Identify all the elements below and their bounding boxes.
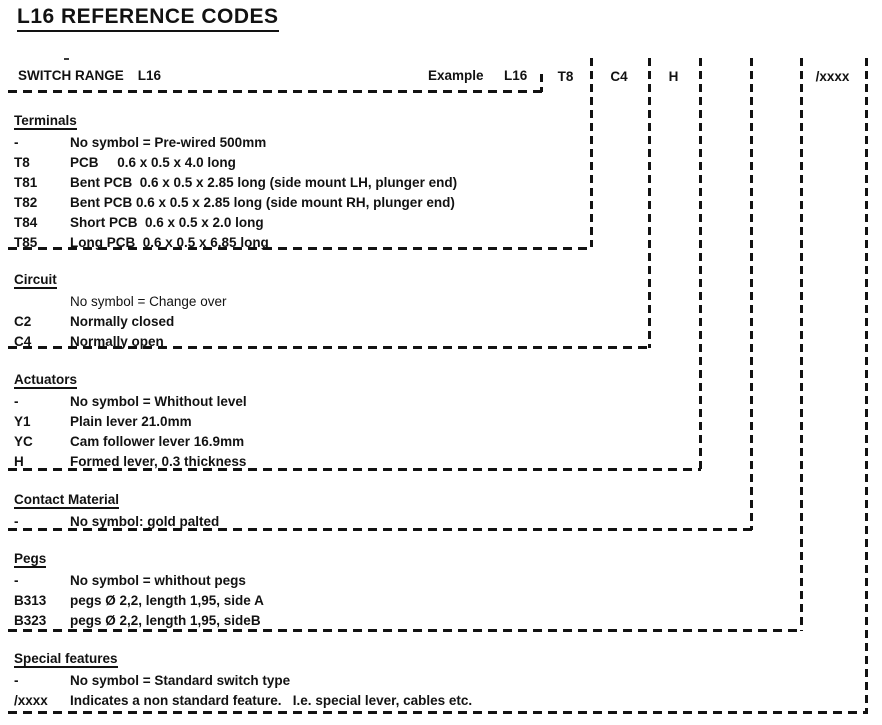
- description-cell: Normally closed: [70, 314, 175, 329]
- table-row: Y1 Plain lever 21.0mm: [14, 412, 247, 432]
- description-cell: No symbol = whithout pegs: [70, 573, 246, 588]
- example-code-value: L16: [504, 68, 528, 83]
- example-code-special: /xxxx: [815, 69, 850, 84]
- section-title: Circuit: [14, 272, 57, 289]
- example-code-terminals: T8: [557, 69, 574, 84]
- code-cell: B313: [14, 593, 47, 608]
- code-cell: T8: [14, 155, 30, 170]
- table-row: - No symbol = Pre-wired 500mm: [14, 133, 457, 153]
- table-row: - No symbol = Whithout level: [14, 392, 247, 412]
- description-cell: No symbol = Standard switch type: [70, 673, 291, 688]
- table-row: B323 pegs Ø 2,2, length 1,95, sideB: [14, 611, 264, 631]
- description-cell: Cam follower lever 16.9mm: [70, 434, 245, 449]
- connector-horizontal-terminals: [8, 247, 592, 250]
- table-row: H Formed lever, 0.3 thickness: [14, 452, 247, 472]
- description-cell: Long PCB 0.6 x 0.5 x 6.85 long: [70, 235, 269, 250]
- connector-vertical-terminals: [590, 58, 593, 247]
- table-row: C2 Normally closed: [14, 312, 226, 332]
- section-special-features: Special features - No symbol = Standard s…: [14, 651, 472, 711]
- connector-vertical-circuit: [648, 58, 651, 348]
- section-actuators: Actuators - No symbol = Whithout level Y1…: [14, 372, 247, 472]
- code-cell: C4: [14, 334, 32, 349]
- connector-horizontal-special: [8, 711, 867, 714]
- code-cell: -: [14, 394, 19, 409]
- code-cell: T81: [14, 175, 38, 190]
- code-cell: -: [14, 573, 19, 588]
- table-row: T81 Bent PCB 0.6 x 0.5 x 2.85 long (side …: [14, 173, 457, 193]
- connector-horizontal-actuators: [8, 468, 701, 471]
- connector-horizontal-pegs: [8, 629, 802, 632]
- section-circuit: Circuit No symbol = Change over C2 Normal…: [14, 272, 226, 352]
- table-row: T85 Long PCB 0.6 x 0.5 x 6.85 long: [14, 233, 457, 253]
- description-cell: Normally open: [70, 334, 164, 349]
- section-contact-material: Contact Material - No symbol: gold palted: [14, 492, 219, 532]
- description-cell: No symbol = Change over: [70, 294, 227, 309]
- scan-artifact: [64, 58, 69, 60]
- description-cell: No symbol = Whithout level: [70, 394, 247, 409]
- description-cell: No symbol = Pre-wired 500mm: [70, 135, 267, 150]
- table-row: No symbol = Change over: [14, 292, 226, 312]
- code-cell: -: [14, 514, 19, 529]
- example-label: Example: [428, 68, 484, 83]
- example-code-pegs: [750, 68, 800, 85]
- section-title: Terminals: [14, 113, 77, 130]
- switch-range-row: SWITCH RANGE L16: [18, 68, 161, 83]
- table-row: T84 Short PCB 0.6 x 0.5 x 2.0 long: [14, 213, 457, 233]
- table-row: T82 Bent PCB 0.6 x 0.5 x 2.85 long (side …: [14, 193, 457, 213]
- code-cell: T85: [14, 235, 38, 250]
- switch-range-label: SWITCH RANGE: [18, 68, 124, 83]
- section-terminals: Terminals - No symbol = Pre-wired 500mm T…: [14, 113, 457, 253]
- code-cell: T84: [14, 215, 38, 230]
- description-cell: Short PCB 0.6 x 0.5 x 2.0 long: [70, 215, 264, 230]
- connector-vertical-pegs: [800, 58, 803, 631]
- table-row: - No symbol: gold palted: [14, 512, 219, 532]
- example-code-circuit: C4: [610, 69, 628, 84]
- connector-vertical-example: [540, 74, 543, 92]
- table-row: YC Cam follower lever 16.9mm: [14, 432, 247, 452]
- table-row: - No symbol = whithout pegs: [14, 571, 264, 591]
- table-row: /xxxx Indicates a non standard feature. I…: [14, 691, 472, 711]
- code-cell: [14, 292, 70, 312]
- description-cell: PCB 0.6 x 0.5 x 4.0 long: [70, 155, 236, 170]
- section-pegs: Pegs - No symbol = whithout pegs B313 pegs…: [14, 551, 264, 631]
- table-row: - No symbol = Standard switch type: [14, 671, 472, 691]
- description-cell: Formed lever, 0.3 thickness: [70, 454, 247, 469]
- connector-vertical-contact-material: [750, 58, 753, 530]
- connector-vertical-special: [865, 58, 868, 714]
- description-cell: pegs Ø 2,2, length 1,95, sideB: [70, 613, 261, 628]
- description-cell: pegs Ø 2,2, length 1,95, side A: [70, 593, 264, 608]
- code-cell: /xxxx: [14, 693, 48, 708]
- table-row: B313 pegs Ø 2,2, length 1,95, side A: [14, 591, 264, 611]
- code-cell: Y1: [14, 414, 31, 429]
- code-cell: -: [14, 673, 19, 688]
- description-cell: Indicates a non standard feature. I.e. s…: [70, 693, 473, 708]
- switch-range-value: L16: [137, 68, 162, 83]
- section-title: Contact Material: [14, 492, 120, 509]
- connector-horizontal-contact-material: [8, 528, 752, 531]
- connector-horizontal-circuit: [8, 346, 650, 349]
- code-cell: H: [14, 454, 24, 469]
- description-cell: Bent PCB 0.6 x 0.5 x 2.85 long (side mou…: [70, 195, 455, 210]
- description-cell: Plain lever 21.0mm: [70, 414, 192, 429]
- description-cell: Bent PCB 0.6 x 0.5 x 2.85 long (side mou…: [70, 175, 458, 190]
- section-title: Actuators: [14, 372, 78, 389]
- connector-horizontal-header: [8, 90, 542, 93]
- table-row: T8 PCB 0.6 x 0.5 x 4.0 long: [14, 153, 457, 173]
- section-title: Special features: [14, 651, 118, 668]
- table-row: C4 Normally open: [14, 332, 226, 352]
- code-cell: YC: [14, 434, 33, 449]
- description-cell: No symbol: gold palted: [70, 514, 220, 529]
- example-code-contact-material: [699, 68, 750, 85]
- section-title: Pegs: [14, 551, 47, 568]
- example-code-actuator: H: [668, 69, 679, 84]
- code-cell: T82: [14, 195, 38, 210]
- code-cell: B323: [14, 613, 47, 628]
- connector-vertical-actuators: [699, 58, 702, 470]
- code-cell: -: [14, 135, 19, 150]
- page-title: L16 REFERENCE CODES: [17, 5, 279, 32]
- code-cell: C2: [14, 314, 32, 329]
